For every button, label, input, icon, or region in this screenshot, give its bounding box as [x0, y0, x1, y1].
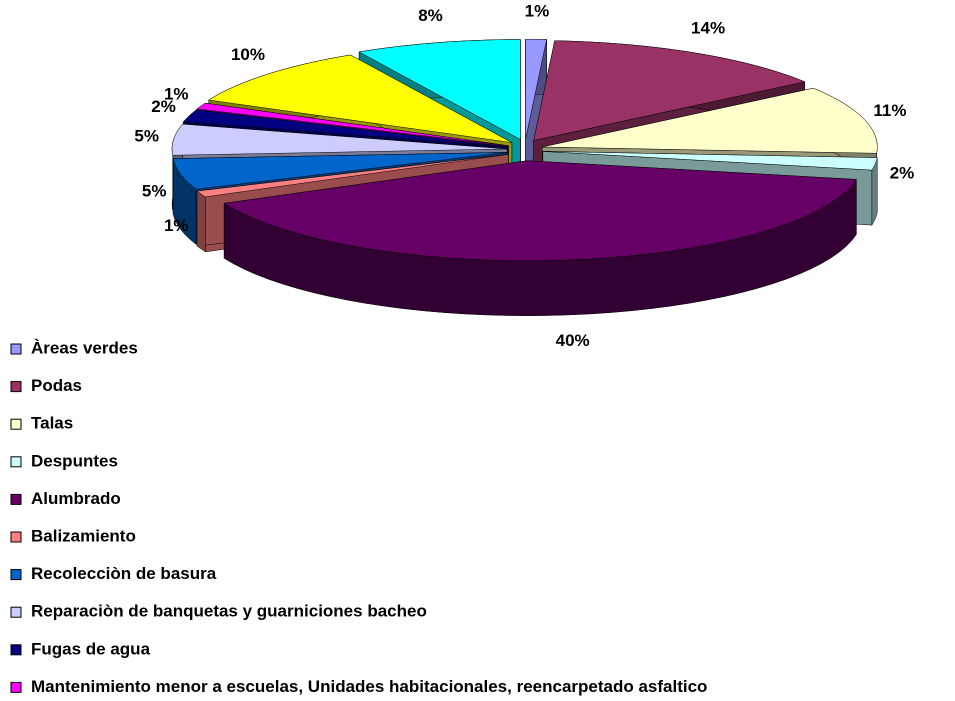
data-label: 10% [231, 45, 265, 64]
slice [223, 160, 857, 261]
legend-label: Recolecciòn de basura [31, 564, 217, 583]
data-label: 5% [142, 182, 167, 201]
legend-swatch [10, 569, 22, 581]
legend-label: Fugas de agua [31, 639, 151, 658]
slice [196, 154, 509, 198]
legend-swatch [10, 381, 22, 393]
legend-label: Mantenimiento menor a escuelas, Unidades… [31, 677, 707, 696]
legend-swatch [10, 418, 22, 430]
legend-label: Reparaciòn de banquetas y guarniciones b… [31, 602, 427, 621]
data-label: 5% [134, 126, 159, 145]
legend-label: Talas [31, 414, 73, 433]
slice [542, 151, 878, 171]
legend-label: Podas [31, 376, 82, 395]
data-label: 2% [151, 97, 176, 116]
data-label: 1% [525, 2, 550, 21]
slice [358, 39, 521, 140]
legend-swatch [10, 531, 22, 543]
data-label: 14% [691, 19, 725, 38]
data-label: 11% [873, 101, 906, 120]
legend-swatch [10, 343, 22, 355]
legend-label: Despuntes [31, 451, 118, 470]
legend-label: Àreas verdes [31, 338, 138, 357]
slice [542, 87, 878, 154]
legend-swatch [10, 644, 22, 656]
legend-label: Balizamiento [31, 526, 136, 545]
legend-swatch [10, 493, 22, 505]
slice [182, 109, 508, 147]
data-label: 1% [164, 216, 189, 235]
legend-swatch [10, 681, 22, 693]
slice [172, 152, 508, 190]
data-label: 8% [418, 6, 443, 25]
slice [196, 102, 509, 146]
data-label: 2% [890, 164, 915, 183]
legend-label: Alumbrado [31, 489, 121, 508]
data-label: 1% [164, 85, 189, 104]
slice [208, 54, 512, 143]
slice [171, 123, 508, 156]
data-label: 40% [556, 331, 590, 350]
slice [525, 38, 547, 140]
legend-swatch [10, 606, 22, 618]
slice [533, 40, 806, 141]
slice-side [196, 190, 206, 253]
legend-swatch [10, 456, 22, 468]
